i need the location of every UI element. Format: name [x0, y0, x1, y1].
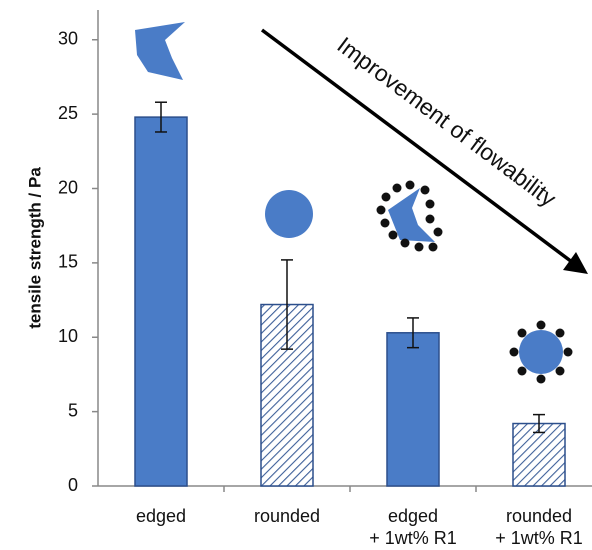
- y-tick-label: 25: [58, 103, 78, 123]
- x-tick-label: rounded: [506, 506, 572, 526]
- bar: [387, 333, 439, 486]
- edged-icon: [135, 22, 185, 80]
- x-tick-label: edged: [388, 506, 438, 526]
- annotation: Improvement of flowability: [333, 32, 562, 212]
- x-tick-label: + 1wt% R1: [495, 528, 583, 548]
- rounded-coated-icon: [510, 321, 573, 384]
- chart: tensile strength / Pa Improvement of flo…: [0, 0, 592, 550]
- y-axis-label: tensile strength / Pa: [25, 167, 44, 329]
- y-tick-label: 15: [58, 252, 78, 272]
- bar: [135, 117, 187, 486]
- y-tick-label: 5: [68, 400, 78, 420]
- x-tick-label: edged: [136, 506, 186, 526]
- x-tick-label: rounded: [254, 506, 320, 526]
- arrow-head: [563, 252, 588, 274]
- y-tick-label: 30: [58, 29, 78, 49]
- rounded-icon: [265, 190, 313, 238]
- edged-coated-icon: [377, 181, 443, 252]
- x-tick-label: + 1wt% R1: [369, 528, 457, 548]
- y-tick-label: 20: [58, 177, 78, 197]
- y-tick-label: 0: [68, 475, 78, 495]
- y-tick-label: 10: [58, 326, 78, 346]
